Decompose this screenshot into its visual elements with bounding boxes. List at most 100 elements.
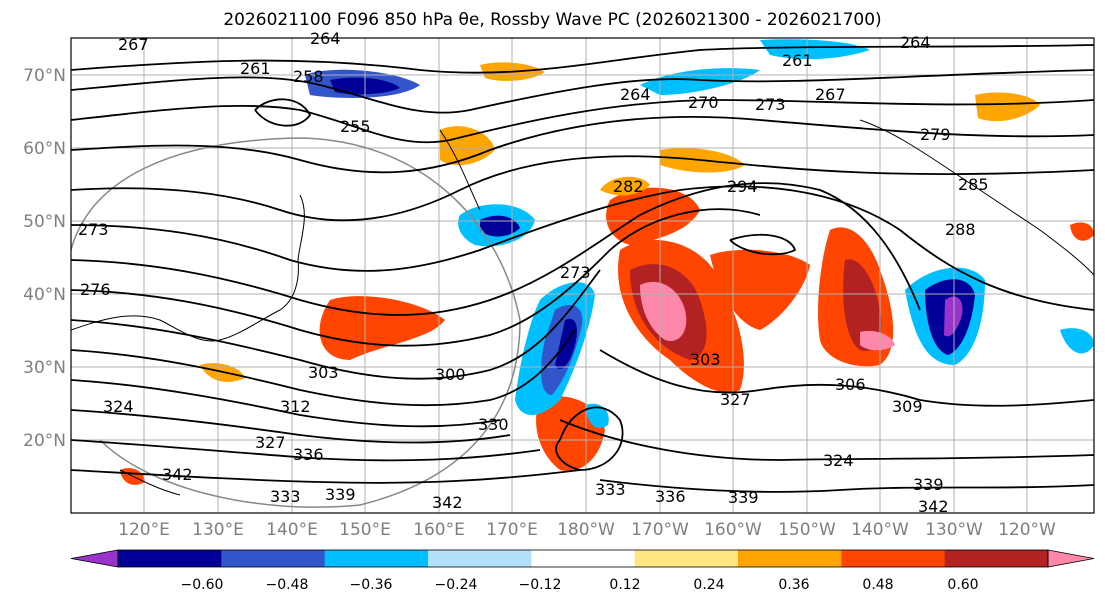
contour-label: 330	[478, 415, 509, 434]
colorbar-tick-label: −0.12	[519, 577, 562, 593]
contour-label: 261	[782, 51, 813, 70]
filter-domain-circle	[71, 137, 521, 508]
positive-anomaly-region	[1070, 222, 1094, 241]
contour-label: 279	[920, 125, 951, 144]
negative-anomaly-region	[760, 39, 870, 60]
contour-label: 342	[918, 497, 949, 516]
colorbar-swatch	[118, 550, 222, 567]
map-border	[70, 37, 1095, 514]
contour-label: 300	[435, 365, 466, 384]
colorbar	[70, 549, 1095, 568]
colorbar-extend-max	[1047, 549, 1095, 568]
contour-label: 333	[270, 487, 301, 506]
colorbar-swatch	[738, 550, 842, 567]
latitude-label: 40°N	[23, 285, 66, 305]
contour-label: 282	[613, 177, 644, 196]
contour-label: 336	[655, 487, 686, 506]
latitude-label: 30°N	[23, 358, 66, 378]
colorbar-tick-label: −0.24	[435, 577, 478, 593]
latitude-label: 20°N	[23, 431, 66, 451]
contour-label: 264	[900, 33, 931, 52]
contour-label: 327	[720, 390, 751, 409]
colorbar-tick-label: 0.36	[778, 577, 809, 593]
colorbar-tick-label: −0.60	[181, 577, 224, 593]
contour-label: 273	[560, 263, 591, 282]
contour-label: 267	[118, 35, 149, 54]
colorbar-tick-label: −0.48	[266, 577, 309, 593]
positive-anomaly-region	[710, 249, 810, 330]
longitude-label: 180°W	[557, 520, 615, 540]
colorbar-swatch	[944, 550, 1049, 567]
map-title: 2026021100 F096 850 hPa θe, Rossby Wave …	[223, 10, 882, 30]
colorbar-tick-label: 0.60	[947, 577, 978, 593]
colorbar-swatch	[634, 550, 739, 567]
positive-anomaly-region	[600, 176, 650, 196]
contour-label: 303	[308, 363, 339, 382]
colorbar-swatch	[324, 550, 429, 567]
colorbar-ticks: −0.60 −0.48 −0.36 −0.24 −0.12 0.12 0.24 …	[181, 577, 979, 593]
contour-label: 273	[78, 220, 109, 239]
contour-label: 264	[620, 85, 651, 104]
contour-label: 333	[595, 480, 626, 499]
longitude-label: 150°E	[339, 520, 391, 540]
longitude-label: 140°W	[851, 520, 909, 540]
negative-anomaly-region	[585, 403, 609, 429]
contour-label: 336	[293, 445, 324, 464]
contour-label: 285	[958, 175, 989, 194]
longitude-label: 160°E	[413, 520, 465, 540]
longitude-label: 160°W	[704, 520, 762, 540]
contour-label: 339	[325, 485, 356, 504]
latitude-label: 70°N	[23, 66, 66, 86]
contour-label: 324	[103, 397, 134, 416]
contour-label: 339	[913, 475, 944, 494]
contour-label: 342	[432, 493, 463, 512]
longitude-label: 120°E	[118, 520, 170, 540]
colorbar-tick-label: 0.12	[609, 577, 640, 593]
contour-label: 312	[280, 397, 311, 416]
contour-label: 294	[727, 177, 758, 196]
colorbar-swatch	[221, 550, 326, 567]
latitude-labels: 70°N 60°N 50°N 40°N 30°N 20°N	[23, 66, 66, 451]
contour-label: 270	[688, 93, 719, 112]
colorbar-swatch	[531, 550, 636, 567]
negative-anomaly-region	[1060, 328, 1094, 354]
contour-label: 324	[823, 451, 854, 470]
positive-anomaly-region	[440, 126, 495, 166]
colorbar-tick-label: 0.48	[862, 577, 893, 593]
longitude-labels: 120°E 130°E 140°E 150°E 160°E 170°E 180°…	[118, 520, 1056, 540]
longitude-label: 150°W	[778, 520, 836, 540]
coastlines	[71, 119, 1094, 496]
positive-anomaly-region	[975, 92, 1040, 122]
contour-label: 342	[162, 465, 193, 484]
colorbar-tick-label: 0.24	[693, 577, 724, 593]
colorbar-swatch	[841, 550, 946, 567]
contour-label: 288	[945, 220, 976, 239]
contour-labels: 267 264 261 258 255 264 270 273 267 279 …	[78, 29, 989, 516]
contour-label: 267	[815, 85, 846, 104]
contour-label: 327	[255, 433, 286, 452]
longitude-label: 130°E	[192, 520, 244, 540]
contour-label: 273	[755, 95, 786, 114]
contour-label: 309	[892, 397, 923, 416]
contour-label: 339	[728, 488, 759, 507]
colorbar-tick-label: −0.36	[350, 577, 393, 593]
contour-label: 255	[340, 117, 371, 136]
longitude-label: 140°E	[266, 520, 318, 540]
theta-e-contours	[71, 44, 1094, 493]
longitude-label: 170°E	[486, 520, 538, 540]
contour-label: 303	[690, 350, 721, 369]
contour-label: 306	[835, 375, 866, 394]
contour-label: 276	[80, 280, 111, 299]
positive-anomaly-region	[860, 330, 895, 351]
contour-label: 264	[310, 29, 341, 48]
colorbar-extend-min	[70, 549, 119, 568]
contour-label: 258	[293, 67, 324, 86]
positive-anomaly-region	[606, 187, 700, 245]
positive-anomaly-region	[843, 259, 882, 351]
longitude-label: 130°W	[925, 520, 983, 540]
negative-anomaly-region	[944, 296, 963, 337]
longitude-label: 170°W	[631, 520, 689, 540]
colorbar-border	[117, 549, 1049, 568]
positive-anomaly-region	[640, 281, 687, 341]
